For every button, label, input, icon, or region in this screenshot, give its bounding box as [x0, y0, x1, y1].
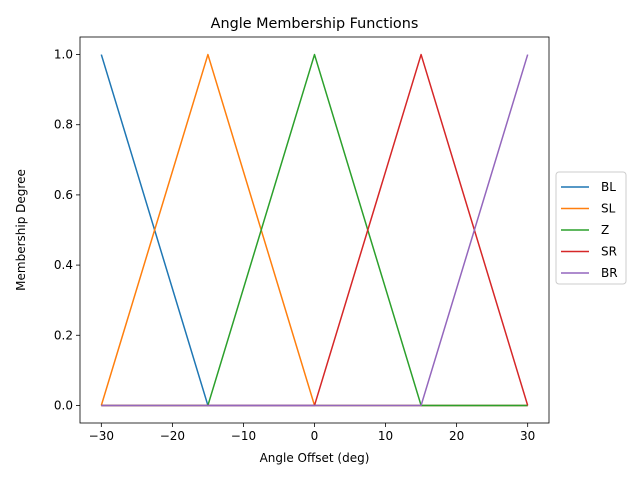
series-line-z — [101, 53, 528, 407]
legend-label: BR — [601, 266, 618, 280]
x-tick-label: 10 — [378, 429, 393, 443]
legend-label: SR — [601, 245, 617, 259]
legend-label: Z — [601, 223, 609, 237]
x-tick-label: −10 — [231, 429, 256, 443]
series-line-bl — [100, 54, 528, 407]
y-axis: 0.0 0.2 0.4 0.6 0.8 1.0 — [54, 48, 80, 412]
y-tick-label: 0.0 — [54, 398, 73, 412]
series-line-br — [101, 54, 529, 407]
chart-title: Angle Membership Functions — [211, 16, 419, 32]
x-tick-label: 30 — [520, 429, 535, 443]
y-tick-label: 0.2 — [54, 328, 73, 342]
y-tick-label: 0.6 — [54, 188, 73, 202]
x-tick-label: −20 — [160, 429, 185, 443]
x-tick-label: −30 — [89, 429, 114, 443]
legend: BL SL Z SR BR — [555, 171, 627, 285]
x-tick-label: 20 — [449, 429, 464, 443]
plot-series — [100, 53, 529, 407]
y-tick-label: 0.4 — [54, 258, 73, 272]
y-tick-label: 0.8 — [54, 118, 73, 132]
series-line-sr — [101, 53, 529, 407]
legend-label: BL — [601, 180, 616, 194]
y-tick-label: 1.0 — [54, 48, 73, 62]
y-axis-title: Membership Degree — [14, 169, 28, 291]
legend-box — [555, 171, 627, 285]
x-tick-label: 0 — [311, 429, 319, 443]
x-axis: −30 −20 −10 0 10 20 30 — [89, 423, 535, 443]
legend-label: SL — [601, 202, 616, 216]
x-axis-title: Angle Offset (deg) — [260, 451, 370, 465]
series-line-sl — [100, 53, 528, 407]
plot-frame — [79, 36, 550, 424]
